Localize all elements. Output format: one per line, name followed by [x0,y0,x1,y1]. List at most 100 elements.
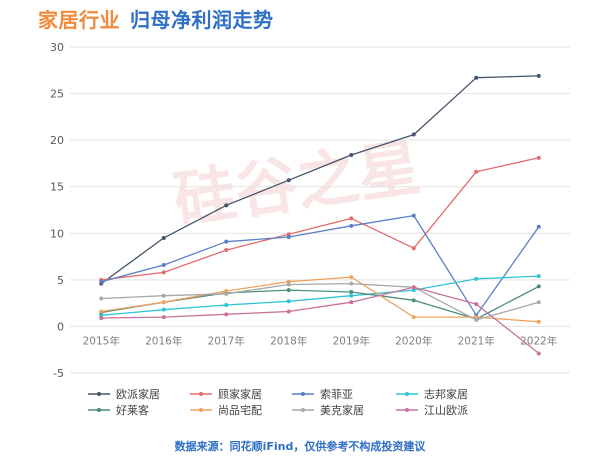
data-point [411,132,416,137]
data-point [224,239,229,244]
data-point [474,315,479,320]
x-tick-label: 2019年 [333,334,370,347]
data-point [286,235,291,240]
data-point [411,213,416,218]
data-point [349,275,354,280]
data-point [224,312,229,317]
data-point [536,155,541,160]
data-point [286,288,291,293]
data-point [224,291,229,296]
legend-label: 志邦家居 [424,387,468,401]
data-point [99,316,104,321]
data-point [536,224,541,229]
data-point [411,285,416,290]
data-point [411,288,416,293]
legend-label: 顾家家居 [218,387,262,401]
legend-marker [405,392,409,396]
chart-title: 家居行业 归母净利润走势 [38,4,274,33]
legend-marker [405,408,409,412]
legend-marker [97,408,101,412]
data-point [224,203,229,208]
watermark: 硅谷之星 [169,130,425,237]
data-point [161,307,166,312]
data-point [349,293,354,298]
series-line [101,214,540,316]
series-line [101,275,539,316]
data-point [286,309,291,314]
data-point [411,315,416,320]
x-tick-label: 2022年 [520,334,557,347]
data-point [161,293,166,298]
y-tick-label: 15 [50,181,64,194]
legend-marker [199,392,203,396]
legend-marker [301,392,305,396]
legend-label: 尚品宅配 [218,403,262,417]
data-point [286,279,291,284]
y-tick-label: 10 [50,227,64,240]
x-tick-label: 2018年 [270,334,307,347]
data-point [536,319,541,324]
data-point [349,289,354,294]
data-point [411,246,416,251]
x-tick-label: 2016年 [145,334,182,347]
data-point [474,169,479,174]
legend-label: 好莱客 [116,403,149,417]
legend-marker [199,408,203,412]
data-point [99,309,104,314]
series-line [101,282,539,321]
data-point [161,262,166,267]
y-tick-label: -5 [53,367,64,380]
data-point [161,270,166,275]
legend-label: 欧派家居 [116,387,160,401]
data-point [99,296,104,301]
x-tick-label: 2017年 [208,334,245,347]
legend-marker [97,392,101,396]
data-point [349,153,354,158]
title-industry: 家居行业 [38,8,120,32]
data-point [349,223,354,228]
x-tick-label: 2020年 [395,334,432,347]
legend-marker [301,408,305,412]
series-line [101,157,539,281]
y-tick-label: 30 [50,41,64,54]
series-line [100,75,539,285]
data-point [349,281,354,286]
y-tick-label: 20 [50,134,64,147]
x-tick-label: 2015年 [83,334,120,347]
y-tick-label: 25 [50,88,64,101]
data-point [474,317,479,322]
data-point [536,351,541,356]
data-point [349,300,354,305]
data-point [536,300,541,305]
data-point [161,235,166,240]
legend-label: 索菲亚 [320,387,353,401]
legend-label: 江山欧派 [424,404,468,417]
data-point [286,282,291,287]
data-point [286,178,291,183]
data-point [536,274,541,279]
data-point [224,289,229,294]
series-line [101,276,539,323]
data-point [474,75,479,80]
data-point [474,302,479,307]
line-chart: 硅谷之星 -5 0 5 10 15 20 25 30 2015年 2016年 2017年 2018年… [50,41,570,417]
legend-label: 美克家居 [320,403,364,417]
data-point [99,279,104,284]
data-point [286,232,291,237]
x-tick-label: 2021年 [458,334,495,347]
title-metric: 归母净利润走势 [130,8,274,32]
series-line [101,286,540,354]
source-note: 数据来源：同花顺iFind，仅供参考不构成投资建议 [174,440,426,453]
data-point [411,298,416,303]
data-point [161,300,166,305]
data-point [224,303,229,308]
y-tick-label: 0 [57,320,64,333]
data-point [286,299,291,304]
data-point [161,315,166,320]
data-point [99,313,104,318]
data-point [224,248,229,253]
data-point [536,73,541,78]
y-tick-label: 5 [57,274,64,287]
data-point [536,284,541,289]
data-point [349,216,354,221]
